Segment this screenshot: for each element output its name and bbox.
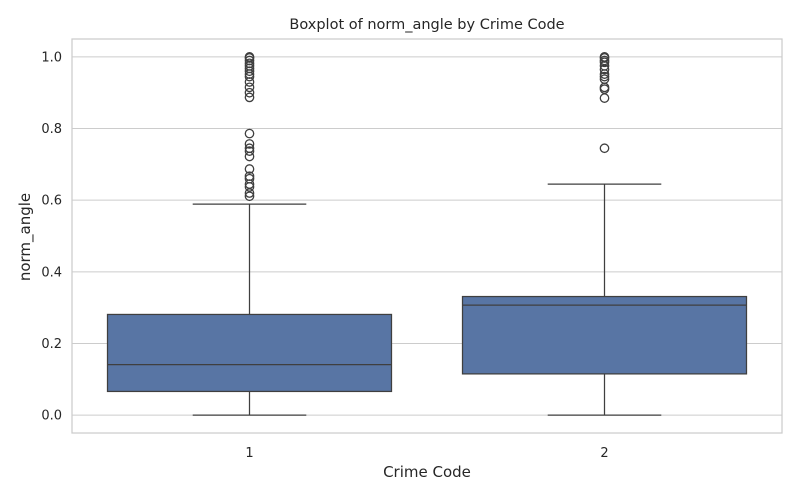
y-tick-label: 0.6 <box>41 194 62 209</box>
iqr-box <box>461 295 748 375</box>
outlier-point <box>599 74 610 84</box>
plot-frame <box>71 38 783 434</box>
x-axis-label: Crime Code <box>383 463 471 481</box>
outlier-point <box>244 58 255 69</box>
outlier-point <box>244 82 255 93</box>
outlier-point <box>244 171 255 182</box>
y-tick-label: 0.4 <box>41 265 62 280</box>
outlier-point <box>244 191 255 202</box>
box-group-2 <box>461 52 748 416</box>
x-tick-label: 1 <box>245 446 253 461</box>
y-axis-ticks: 0.0 0.2 0.4 0.6 0.8 1.0 <box>41 50 62 423</box>
outlier-point <box>599 55 610 66</box>
outlier-point <box>599 52 610 62</box>
outlier-point <box>244 164 255 174</box>
box-group-1 <box>106 52 393 416</box>
chart-title: Boxplot of norm_angle by Crime Code <box>289 17 564 33</box>
outlier-point <box>244 55 255 66</box>
y-tick-label: 0.8 <box>41 122 62 137</box>
outlier-point <box>244 143 255 154</box>
iqr-box <box>106 313 393 393</box>
outlier-point <box>244 92 255 103</box>
y-tick-label: 0.2 <box>41 337 62 352</box>
outlier-point <box>244 87 255 98</box>
x-tick-label: 2 <box>600 446 608 461</box>
outlier-point <box>599 93 610 103</box>
outlier-point <box>599 71 610 82</box>
outlier-point <box>244 52 255 62</box>
y-axis-label: norm_angle <box>16 193 35 281</box>
outlier-point <box>244 128 255 139</box>
outlier-point <box>244 173 255 184</box>
y-tick-label: 0.0 <box>41 409 62 424</box>
outlier-point <box>599 143 610 154</box>
outlier-point <box>244 146 255 156</box>
outlier-point <box>244 139 255 149</box>
y-tick-label: 1.0 <box>41 50 62 65</box>
boxes <box>106 52 748 416</box>
